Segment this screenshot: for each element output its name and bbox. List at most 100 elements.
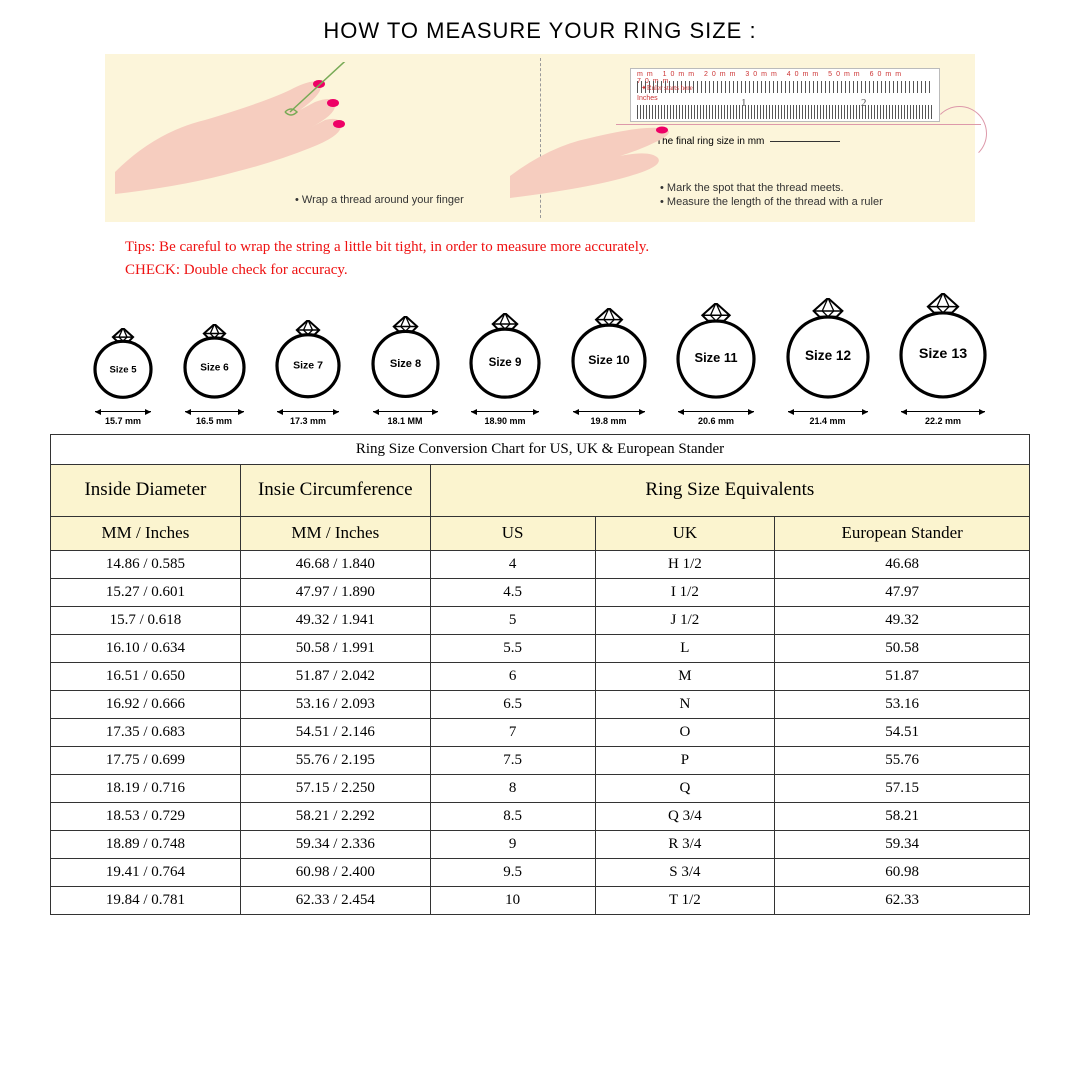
table-cell: 16.51 / 0.650 bbox=[51, 662, 241, 690]
ring-item: Size 11 20.6 mm bbox=[673, 303, 759, 426]
hand-point-icon bbox=[510, 106, 680, 206]
table-cell: 16.10 / 0.634 bbox=[51, 634, 241, 662]
table-cell: N bbox=[595, 690, 775, 718]
table-row: 14.86 / 0.58546.68 / 1.8404H 1/246.68 bbox=[51, 550, 1030, 578]
ring-mm-label: 19.8 mm bbox=[584, 416, 632, 426]
table-cell: Q 3/4 bbox=[595, 802, 775, 830]
ruler-start-label: ✦Ruler starts here bbox=[641, 84, 693, 92]
table-cell: 54.51 / 2.146 bbox=[240, 718, 430, 746]
table-row: 16.51 / 0.65051.87 / 2.0426M51.87 bbox=[51, 662, 1030, 690]
table-cell: 62.33 bbox=[775, 886, 1030, 914]
table-cell: 58.21 / 2.292 bbox=[240, 802, 430, 830]
ring-icon: Size 6 bbox=[180, 324, 249, 406]
dimension-arrow bbox=[277, 409, 339, 414]
svg-text:Size 7: Size 7 bbox=[293, 360, 323, 372]
ring-mm-label: 17.3 mm bbox=[284, 416, 332, 426]
ring-icon: Size 13 bbox=[896, 293, 990, 406]
svg-text:Size 13: Size 13 bbox=[919, 345, 967, 361]
ring-icon: Size 11 bbox=[673, 303, 759, 406]
table-cell: 17.35 / 0.683 bbox=[51, 718, 241, 746]
table-row: 19.84 / 0.78162.33 / 2.45410T 1/262.33 bbox=[51, 886, 1030, 914]
table-cell: 5 bbox=[430, 606, 595, 634]
ring-item: Size 9 18.90 mm bbox=[466, 313, 544, 426]
table-cell: J 1/2 bbox=[595, 606, 775, 634]
table-cell: 14.86 / 0.585 bbox=[51, 550, 241, 578]
table-cell: 59.34 / 2.336 bbox=[240, 830, 430, 858]
ring-size-row: Size 5 15.7 mm Size 6 bbox=[90, 293, 990, 426]
ring-icon: Size 10 bbox=[568, 308, 650, 406]
table-row: 17.35 / 0.68354.51 / 2.1467O54.51 bbox=[51, 718, 1030, 746]
table-cell: 9 bbox=[430, 830, 595, 858]
table-cell: 49.32 bbox=[775, 606, 1030, 634]
instruction-banner: • Wrap a thread around your finger mm 10… bbox=[105, 54, 975, 222]
table-cell: 10 bbox=[430, 886, 595, 914]
table-cell: 58.21 bbox=[775, 802, 1030, 830]
table-cell: 53.16 bbox=[775, 690, 1030, 718]
table-cell: 51.87 bbox=[775, 662, 1030, 690]
tips-line-1: Tips: Be careful to wrap the string a li… bbox=[125, 236, 955, 259]
ring-icon: Size 12 bbox=[783, 298, 873, 406]
table-cell: 7.5 bbox=[430, 746, 595, 774]
table-row: 15.7 / 0.61849.32 / 1.9415J 1/249.32 bbox=[51, 606, 1030, 634]
dimension-arrow bbox=[373, 409, 438, 414]
table-cell: 8.5 bbox=[430, 802, 595, 830]
ring-item: Size 7 17.3 mm bbox=[272, 320, 344, 426]
table-cell: 6 bbox=[430, 662, 595, 690]
left-caption: • Wrap a thread around your finger bbox=[295, 194, 464, 206]
table-cell: H 1/2 bbox=[595, 550, 775, 578]
table-cell: 6.5 bbox=[430, 690, 595, 718]
table-cell: I 1/2 bbox=[595, 578, 775, 606]
banner-right: mm 10mm 20mm 30mm 40mm 50mm 60mm 70mm ✦R… bbox=[540, 54, 975, 222]
table-cell: L bbox=[595, 634, 775, 662]
thread-swirl-icon bbox=[932, 106, 987, 161]
ring-icon: Size 7 bbox=[272, 320, 344, 406]
table-cell: 51.87 / 2.042 bbox=[240, 662, 430, 690]
table-cell: 49.32 / 1.941 bbox=[240, 606, 430, 634]
table-cell: P bbox=[595, 746, 775, 774]
table-row: 16.92 / 0.66653.16 / 2.0936.5N53.16 bbox=[51, 690, 1030, 718]
table-cell: 60.98 bbox=[775, 858, 1030, 886]
svg-text:Size 5: Size 5 bbox=[110, 364, 138, 375]
page-title: HOW TO MEASURE YOUR RING SIZE : bbox=[30, 18, 1050, 44]
table-cell: 53.16 / 2.093 bbox=[240, 690, 430, 718]
table-cell: M bbox=[595, 662, 775, 690]
table-row: 17.75 / 0.69955.76 / 2.1957.5P55.76 bbox=[51, 746, 1030, 774]
table-cell: 60.98 / 2.400 bbox=[240, 858, 430, 886]
table-cell: S 3/4 bbox=[595, 858, 775, 886]
ring-mm-label: 22.2 mm bbox=[919, 416, 967, 426]
hdr2-mm-inches-2: MM / Inches bbox=[240, 516, 430, 550]
hdr2-euro: European Stander bbox=[775, 516, 1030, 550]
table-cell: 50.58 / 1.991 bbox=[240, 634, 430, 662]
table-cell: 5.5 bbox=[430, 634, 595, 662]
dimension-arrow bbox=[185, 409, 244, 414]
table-cell: 57.15 / 2.250 bbox=[240, 774, 430, 802]
ring-item: Size 13 22.2 mm bbox=[896, 293, 990, 426]
ring-icon: Size 9 bbox=[466, 313, 544, 406]
hdr2-uk: UK bbox=[595, 516, 775, 550]
dimension-arrow bbox=[788, 409, 868, 414]
table-cell: 18.53 / 0.729 bbox=[51, 802, 241, 830]
banner-left: • Wrap a thread around your finger bbox=[105, 54, 540, 222]
ring-mm-label: 21.4 mm bbox=[803, 416, 851, 426]
table-row: 18.53 / 0.72958.21 / 2.2928.5Q 3/458.21 bbox=[51, 802, 1030, 830]
dimension-arrow bbox=[678, 409, 754, 414]
hdr-inside-circumference: Insie Circumference bbox=[240, 464, 430, 516]
table-cell: 18.89 / 0.748 bbox=[51, 830, 241, 858]
table-cell: 57.15 bbox=[775, 774, 1030, 802]
hdr2-mm-inches-1: MM / Inches bbox=[51, 516, 241, 550]
table-caption: Ring Size Conversion Chart for US, UK & … bbox=[51, 434, 1030, 464]
table-cell: Q bbox=[595, 774, 775, 802]
dimension-arrow bbox=[573, 409, 645, 414]
thread-line bbox=[616, 124, 981, 125]
ring-icon: Size 5 bbox=[90, 328, 156, 406]
table-cell: 46.68 bbox=[775, 550, 1030, 578]
svg-text:Size 8: Size 8 bbox=[389, 358, 420, 370]
table-cell: 16.92 / 0.666 bbox=[51, 690, 241, 718]
ruler-inches-label: Inches bbox=[637, 95, 658, 102]
table-cell: 8 bbox=[430, 774, 595, 802]
ring-mm-label: 20.6 mm bbox=[692, 416, 740, 426]
svg-text:Size 9: Size 9 bbox=[489, 357, 522, 369]
right-caption-1: • Mark the spot that the thread meets. bbox=[660, 182, 844, 194]
ring-item: Size 10 19.8 mm bbox=[568, 308, 650, 426]
ring-item: Size 12 21.4 mm bbox=[783, 298, 873, 426]
